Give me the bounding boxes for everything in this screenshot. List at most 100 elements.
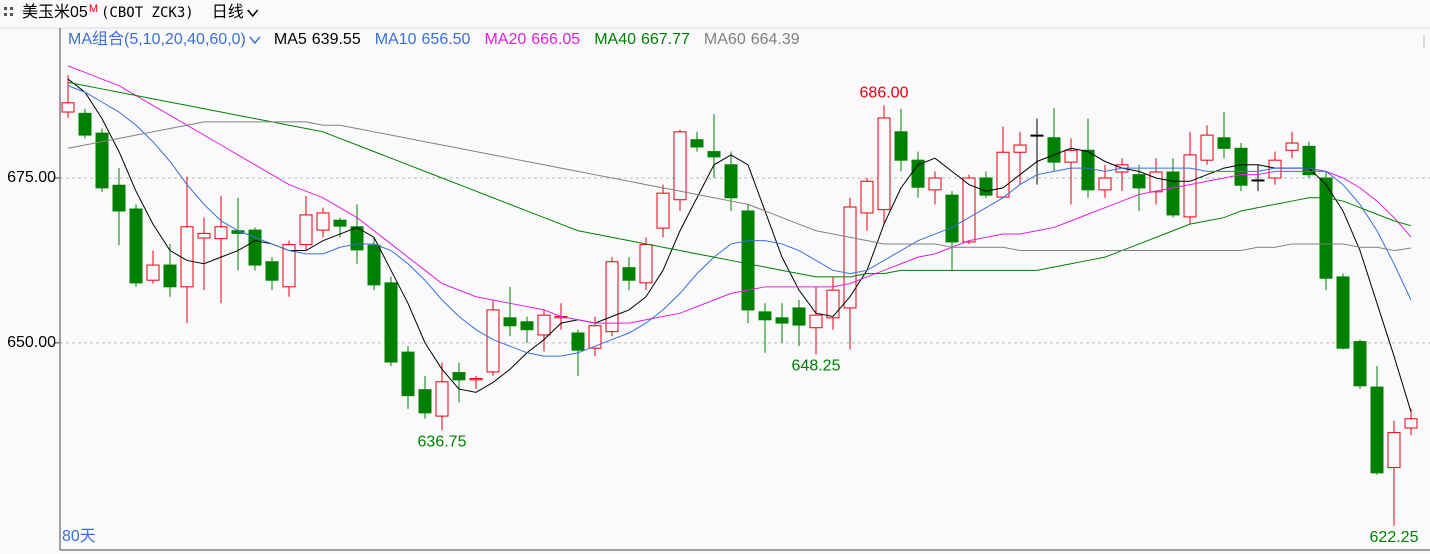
- candle-body: [877, 117, 891, 211]
- candle-body: [1387, 432, 1401, 469]
- candle-body: [1353, 341, 1367, 387]
- candle-body: [486, 309, 500, 373]
- candle-body: [1013, 144, 1027, 153]
- ma-group-chevron: [249, 36, 261, 45]
- candle-body: [588, 325, 602, 349]
- candle-body: [622, 267, 636, 281]
- candle-body: [1200, 134, 1214, 161]
- candle-body: [401, 351, 415, 397]
- ma-line: [67, 78, 1412, 412]
- ma-line: [67, 85, 1412, 357]
- ma-line: [67, 65, 1412, 324]
- candle-body: [673, 131, 687, 201]
- ma-line: [67, 121, 1412, 252]
- candle-body: [1166, 171, 1180, 216]
- symbol-name: 美玉米05: [22, 3, 88, 21]
- y-tick-label: 650.00: [7, 334, 56, 351]
- candle-body: [384, 282, 398, 363]
- candle-body: [214, 226, 228, 240]
- candle-body: [112, 184, 126, 212]
- candle-body: [1404, 418, 1418, 429]
- legend-value: 639.55: [312, 31, 361, 48]
- candle-body: [537, 314, 551, 336]
- candle-body: [418, 389, 432, 414]
- legend-value: 666.05: [531, 31, 580, 48]
- candle-body: [95, 132, 109, 189]
- candle-body: [1234, 147, 1248, 186]
- candle-body: [1285, 142, 1299, 151]
- candle-body: [741, 210, 755, 311]
- candle-body: [724, 164, 738, 199]
- candle-body: [639, 244, 653, 284]
- candle-body: [146, 264, 160, 281]
- period-chevron: [247, 9, 259, 18]
- candle-body: [333, 219, 347, 227]
- candle-body: [962, 177, 976, 243]
- candle-body: [163, 264, 177, 288]
- candle-body: [367, 244, 381, 286]
- candle-body: [860, 180, 874, 214]
- legend-value: 664.39: [751, 31, 800, 48]
- candle-body: [1132, 174, 1146, 189]
- price-annotation: 622.25: [1370, 529, 1419, 546]
- candle-body: [1149, 171, 1163, 193]
- legend-name: MA10: [375, 31, 417, 48]
- candle-body: [1302, 145, 1316, 176]
- candle-body: [656, 192, 670, 229]
- candle-body: [1217, 137, 1231, 149]
- candle-body: [469, 378, 483, 381]
- legend-name: MA60: [704, 31, 746, 48]
- candle-body: [826, 289, 840, 319]
- candle-body: [503, 317, 517, 327]
- candle-body: [707, 151, 721, 158]
- candle-body: [1081, 149, 1095, 191]
- period-length: 80天: [62, 528, 96, 545]
- candle-body: [1047, 137, 1061, 163]
- candle-body: [520, 321, 534, 331]
- candle-body: [265, 261, 279, 281]
- candle-body: [435, 381, 449, 417]
- candle-body: [1370, 386, 1384, 474]
- candle-body: [605, 261, 619, 333]
- symbol-code: (CBOT ZCK3): [101, 5, 194, 21]
- candle-body: [894, 131, 908, 161]
- candle-body: [180, 226, 194, 288]
- candle-body: [792, 307, 806, 326]
- candle-body: [299, 214, 313, 246]
- candle-body: [571, 332, 585, 351]
- candle-body: [452, 372, 466, 381]
- ma-group-label[interactable]: MA组合(5,10,20,40,60,0): [68, 30, 246, 48]
- candle-body: [282, 244, 296, 288]
- y-tick-label: 675.00: [7, 169, 56, 186]
- candle-body: [1319, 177, 1333, 279]
- candle-body: [316, 212, 330, 231]
- legend-name: MA40: [594, 31, 636, 48]
- legend-name: MA5: [274, 31, 307, 48]
- candle-body: [78, 112, 92, 136]
- legend-value: 656.50: [422, 31, 471, 48]
- candle-body: [1251, 179, 1265, 182]
- candle-body: [843, 206, 857, 309]
- candle-body: [758, 311, 772, 321]
- candle-body: [197, 232, 211, 239]
- header-icon: [4, 7, 13, 16]
- candle-body: [1064, 149, 1078, 163]
- candle-body: [1336, 276, 1350, 349]
- candle-body: [775, 317, 789, 324]
- ma-line: [67, 81, 1412, 278]
- legend-name: MA20: [484, 31, 526, 48]
- candle-body: [809, 314, 823, 329]
- candle-body: [690, 139, 704, 148]
- legend-value: 667.77: [641, 31, 690, 48]
- candle-body: [945, 194, 959, 243]
- candle-body: [928, 177, 942, 191]
- period-selector[interactable]: 日线: [212, 3, 244, 21]
- candle-body: [61, 102, 75, 113]
- price-annotation: 648.25: [792, 358, 841, 375]
- candle-body: [1098, 177, 1112, 191]
- candle-body: [911, 159, 925, 188]
- candle-body: [129, 208, 143, 284]
